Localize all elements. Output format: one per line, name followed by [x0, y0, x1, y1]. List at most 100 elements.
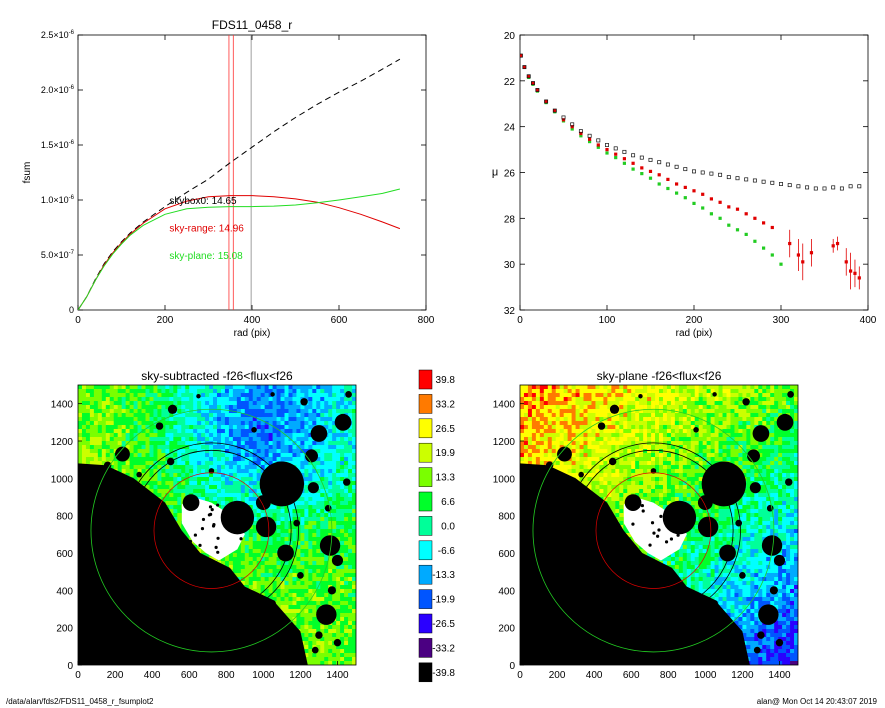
pixel: [340, 497, 345, 502]
pixel: [248, 497, 254, 502]
pixel: [189, 449, 194, 454]
pixel: [260, 457, 265, 462]
pixel: [78, 389, 83, 394]
pixel: [344, 605, 349, 610]
pixel: [137, 421, 142, 426]
pixel: [173, 481, 178, 486]
pixel: [308, 617, 313, 622]
pixel: [189, 421, 194, 426]
pixel: [205, 485, 210, 490]
pixel: [105, 389, 111, 394]
pixel: [340, 641, 345, 646]
pixel: [236, 437, 242, 442]
pixel: [260, 561, 265, 566]
pixel: [300, 629, 305, 634]
pixel: [316, 641, 321, 646]
pixel: [217, 389, 222, 394]
pixel: [264, 509, 269, 514]
pixel: [161, 433, 166, 438]
pixel: [101, 393, 107, 398]
pixel: [93, 421, 99, 426]
pixel: [105, 405, 111, 410]
pixel: [288, 441, 293, 446]
pixel: [93, 405, 99, 410]
pixel: [300, 465, 305, 470]
pixel: [316, 637, 321, 642]
pixel: [224, 389, 230, 394]
pixel: [228, 437, 234, 442]
pixel: [256, 577, 261, 582]
pixel: [145, 449, 150, 454]
pixel: [177, 493, 182, 498]
pixel: [320, 505, 325, 510]
pixel: [161, 389, 166, 394]
pixel: [165, 481, 170, 486]
pixel: [213, 437, 218, 442]
pixel: [292, 581, 297, 586]
pixel: [97, 437, 103, 442]
pixel: [89, 433, 95, 438]
pixel: [280, 445, 285, 450]
pixel: [248, 505, 254, 510]
pixel: [332, 389, 337, 394]
pixel: [308, 505, 313, 510]
pixel: [157, 409, 162, 414]
mu-point: [631, 153, 636, 158]
pixel: [308, 561, 313, 566]
pixel: [276, 541, 281, 546]
pixel: [296, 409, 301, 414]
pixel: [133, 469, 138, 474]
pixel: [292, 405, 297, 410]
pixel: [109, 445, 115, 450]
pixel: [193, 469, 198, 474]
pixel: [276, 429, 281, 434]
pixel: [284, 525, 289, 530]
pixel: [288, 585, 293, 590]
pixel: [340, 473, 345, 478]
pixel: [197, 465, 202, 470]
pixel: [240, 489, 246, 494]
pixel: [232, 453, 238, 458]
pixel: [85, 401, 91, 406]
pixel: [344, 433, 349, 438]
pixel: [169, 477, 174, 482]
pixel: [78, 441, 83, 446]
pixel: [256, 413, 261, 418]
pixel: [133, 477, 138, 482]
pixel: [252, 477, 258, 482]
mu-point: [813, 186, 818, 191]
pixel: [340, 465, 345, 470]
pixel: [248, 473, 254, 478]
pixel: [240, 453, 246, 458]
pixel: [316, 645, 321, 650]
pixel: [336, 617, 341, 622]
pixel: [332, 485, 337, 490]
pixel: [157, 493, 162, 498]
pixel: [193, 385, 198, 390]
pixel: [228, 489, 234, 494]
pixel: [161, 445, 166, 450]
pixel: [97, 409, 103, 414]
pixel: [248, 389, 254, 394]
pixel: [324, 513, 329, 518]
pixel: [276, 413, 281, 418]
pixel: [336, 409, 341, 414]
pixel: [268, 453, 273, 458]
pixel: [284, 429, 289, 434]
pixel: [109, 437, 115, 442]
pixel: [133, 417, 138, 422]
pixel: [308, 509, 313, 514]
pixel: [324, 561, 329, 566]
pixel: [264, 413, 269, 418]
pixel: [224, 417, 230, 422]
pixel: [248, 545, 254, 550]
pixel: [328, 501, 333, 506]
pixel: [185, 481, 190, 486]
mu-point: [526, 74, 531, 79]
pixel: [296, 433, 301, 438]
pixel: [185, 461, 190, 466]
pixel: [340, 457, 345, 462]
pixel: [320, 637, 325, 642]
pixel: [224, 557, 230, 562]
pixel: [181, 433, 186, 438]
